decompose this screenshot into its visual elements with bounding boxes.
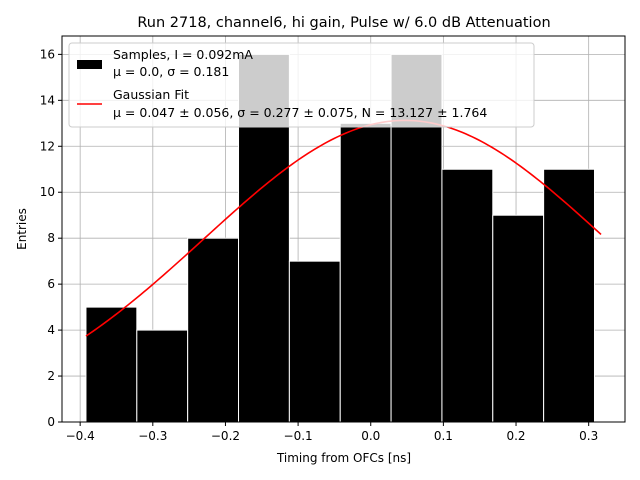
- y-tick-label: 0: [47, 415, 55, 429]
- x-axis-label: Timing from OFCs [ns]: [276, 451, 411, 465]
- legend-box: [68, 42, 535, 128]
- x-axis: −0.4 −0.3 −0.2 −0.1 0.0 0.1 0.2 0.3: [66, 422, 598, 443]
- histogram-bar: [339, 122, 392, 423]
- chart-title: Run 2718, channel6, hi gain, Pulse w/ 6.…: [137, 15, 550, 31]
- legend: Samples, I = 0.092mA μ = 0.0, σ = 0.181 …: [68, 42, 535, 128]
- fit-curve: [85, 119, 602, 337]
- histogram-bar: [288, 260, 341, 423]
- y-axis: 0 2 4 6 8 10 12 14 16: [40, 47, 62, 429]
- legend-swatch-samples: [77, 60, 102, 69]
- histogram-bar: [85, 306, 138, 423]
- legend-stats-fit: μ = 0.047 ± 0.056, σ = 0.277 ± 0.075, N …: [113, 105, 487, 120]
- x-tick-label: 0.3: [579, 429, 598, 443]
- legend-label-samples: Samples, I = 0.092mA: [113, 47, 253, 62]
- y-tick-label: 12: [40, 139, 55, 153]
- x-tick-label: −0.3: [138, 429, 167, 443]
- histogram-bar: [441, 168, 494, 423]
- histogram-bar: [492, 214, 545, 423]
- histogram-bar: [187, 237, 240, 423]
- y-axis-label: Entries: [15, 208, 29, 250]
- gaussian-fit: [85, 119, 602, 337]
- y-tick-label: 8: [47, 231, 55, 245]
- x-tick-label: −0.4: [66, 429, 95, 443]
- y-tick-label: 6: [47, 277, 55, 291]
- x-tick-label: 0.2: [506, 429, 525, 443]
- x-tick-label: −0.2: [211, 429, 240, 443]
- x-tick-label: 0.0: [361, 429, 380, 443]
- legend-label-fit: Gaussian Fit: [113, 87, 189, 102]
- y-tick-label: 4: [47, 323, 55, 337]
- y-tick-label: 10: [40, 185, 55, 199]
- plot-frame: [61, 35, 626, 423]
- histogram-bar: [543, 168, 595, 423]
- y-tick-label: 16: [40, 47, 55, 61]
- legend-stats-samples: μ = 0.0, σ = 0.181: [113, 64, 229, 79]
- histogram-bar: [136, 329, 189, 423]
- x-tick-label: −0.1: [284, 429, 313, 443]
- y-tick-label: 14: [40, 93, 55, 107]
- y-tick-label: 2: [47, 369, 55, 383]
- x-tick-label: 0.1: [434, 429, 453, 443]
